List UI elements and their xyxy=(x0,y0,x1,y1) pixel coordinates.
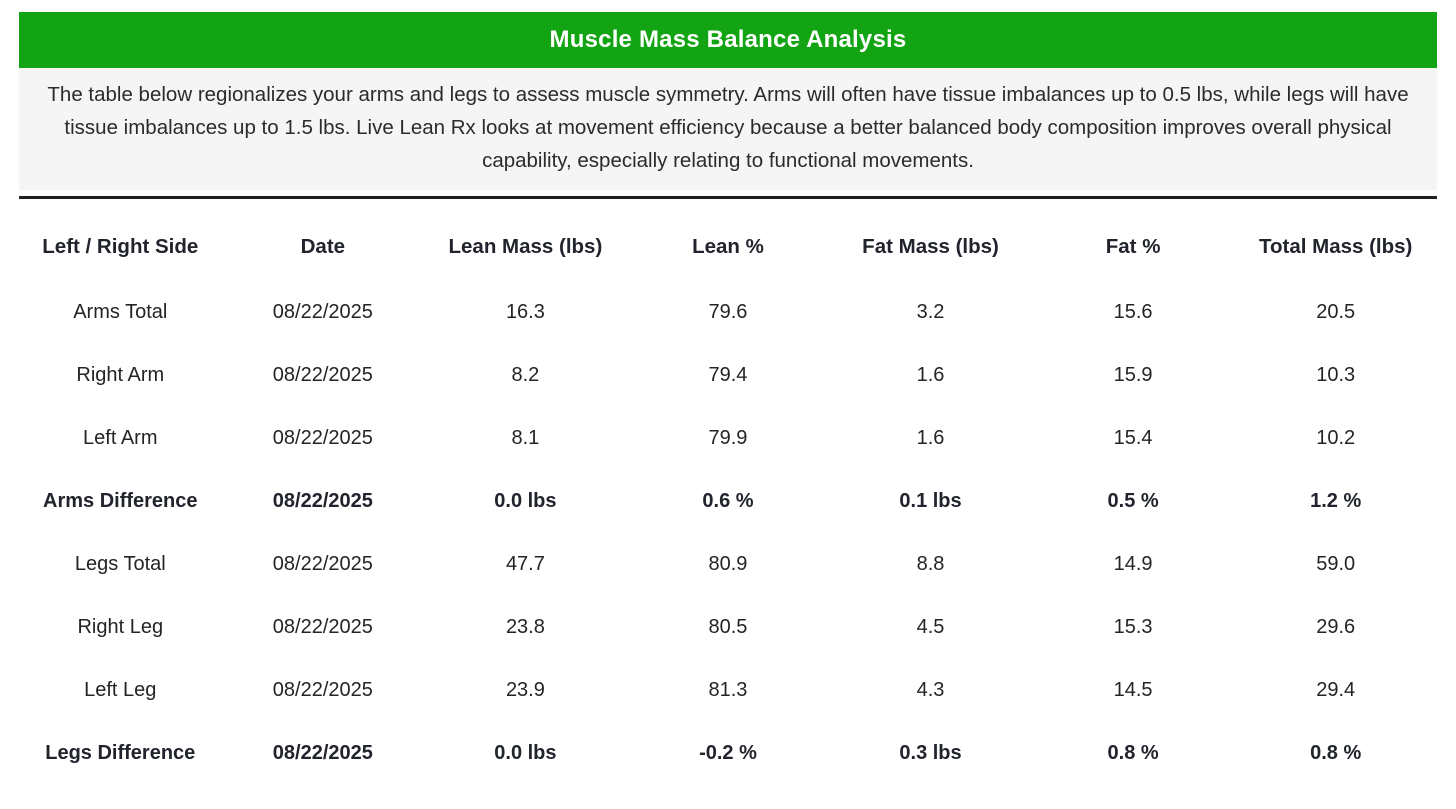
cell-lean-pct: 81.3 xyxy=(708,679,748,701)
column-header-date: Date xyxy=(300,235,346,258)
cell-fat-mass: 4.3 xyxy=(916,679,945,701)
page-title: Muscle Mass Balance Analysis xyxy=(549,26,907,53)
cell-fat-pct: 15.6 xyxy=(1113,301,1153,323)
cell-row-label: Right Arm xyxy=(76,364,165,386)
cell-fat-mass: 1.6 xyxy=(916,364,945,386)
divider-line xyxy=(19,196,1437,199)
cell-lean-pct: 79.6 xyxy=(708,301,748,323)
cell-date: 08/22/2025 xyxy=(272,679,373,701)
cell-lean-mass: 23.8 xyxy=(505,616,545,638)
cell-date: 08/22/2025 xyxy=(272,427,373,449)
cell-total-mass: 0.8 % xyxy=(1310,742,1362,764)
cell-date: 08/22/2025 xyxy=(272,490,373,512)
cell-fat-pct: 0.5 % xyxy=(1107,490,1159,512)
cell-row-label: Left Leg xyxy=(84,679,157,701)
table-row-arms-total: Arms Total 08/22/2025 16.3 79.6 3.2 15.6… xyxy=(19,281,1437,344)
cell-lean-mass: 8.2 xyxy=(511,364,540,386)
cell-lean-pct: 0.6 % xyxy=(702,490,754,512)
column-header-lean-pct: Lean % xyxy=(692,235,764,258)
description-text: The table below regionalizes your arms a… xyxy=(19,68,1437,190)
cell-date: 08/22/2025 xyxy=(272,742,373,764)
table-row-legs-total: Legs Total 08/22/2025 47.7 80.9 8.8 14.9… xyxy=(19,533,1437,596)
cell-lean-mass: 8.1 xyxy=(511,427,540,449)
muscle-balance-table: Left / Right Side Date Lean Mass (lbs) L… xyxy=(19,213,1437,785)
table-row-arms-difference: Arms Difference 08/22/2025 0.0 lbs 0.6 %… xyxy=(19,470,1437,533)
cell-date: 08/22/2025 xyxy=(272,553,373,575)
cell-fat-mass: 0.3 lbs xyxy=(899,742,962,764)
title-bar: Muscle Mass Balance Analysis xyxy=(19,12,1437,68)
table-row-left-arm: Left Arm 08/22/2025 8.1 79.9 1.6 15.4 10… xyxy=(19,407,1437,470)
cell-date: 08/22/2025 xyxy=(272,301,373,323)
cell-fat-pct: 15.9 xyxy=(1113,364,1153,386)
cell-fat-mass: 0.1 lbs xyxy=(899,490,962,512)
cell-date: 08/22/2025 xyxy=(272,364,373,386)
cell-fat-pct: 0.8 % xyxy=(1107,742,1159,764)
cell-lean-pct: 79.9 xyxy=(708,427,748,449)
cell-lean-pct: 80.9 xyxy=(708,553,748,575)
cell-total-mass: 59.0 xyxy=(1316,553,1356,575)
cell-total-mass: 10.3 xyxy=(1316,364,1356,386)
cell-row-label: Legs Difference xyxy=(45,742,196,764)
cell-lean-mass: 23.9 xyxy=(505,679,545,701)
cell-total-mass: 29.4 xyxy=(1316,679,1356,701)
table-row-left-leg: Left Leg 08/22/2025 23.9 81.3 4.3 14.5 2… xyxy=(19,659,1437,722)
cell-lean-mass: 16.3 xyxy=(505,301,545,323)
cell-row-label: Legs Total xyxy=(74,553,166,575)
cell-fat-pct: 15.3 xyxy=(1113,616,1153,638)
cell-row-label: Right Leg xyxy=(77,616,164,638)
table-row-right-arm: Right Arm 08/22/2025 8.2 79.4 1.6 15.9 1… xyxy=(19,344,1437,407)
column-header-fat-pct: Fat % xyxy=(1105,235,1161,258)
cell-fat-pct: 14.9 xyxy=(1113,553,1153,575)
cell-lean-pct: -0.2 % xyxy=(699,742,757,764)
cell-lean-pct: 79.4 xyxy=(708,364,748,386)
cell-lean-mass: 0.0 lbs xyxy=(494,490,557,512)
cell-total-mass: 29.6 xyxy=(1316,616,1356,638)
cell-fat-mass: 3.2 xyxy=(916,301,945,323)
table-row-legs-difference: Legs Difference 08/22/2025 0.0 lbs -0.2 … xyxy=(19,722,1437,785)
column-header-side: Left / Right Side xyxy=(42,235,199,258)
cell-fat-mass: 4.5 xyxy=(916,616,945,638)
cell-total-mass: 1.2 % xyxy=(1310,490,1362,512)
cell-fat-pct: 14.5 xyxy=(1113,679,1153,701)
cell-fat-mass: 1.6 xyxy=(916,427,945,449)
cell-fat-pct: 15.4 xyxy=(1113,427,1153,449)
cell-row-label: Arms Difference xyxy=(43,490,198,512)
table-row-right-leg: Right Leg 08/22/2025 23.8 80.5 4.5 15.3 … xyxy=(19,596,1437,659)
cell-date: 08/22/2025 xyxy=(272,616,373,638)
column-header-total-mass: Total Mass (lbs) xyxy=(1258,235,1413,258)
cell-fat-mass: 8.8 xyxy=(916,553,945,575)
cell-row-label: Arms Total xyxy=(73,301,168,323)
cell-lean-pct: 80.5 xyxy=(708,616,748,638)
column-header-fat-mass: Fat Mass (lbs) xyxy=(862,235,999,258)
cell-row-label: Left Arm xyxy=(83,427,158,449)
cell-total-mass: 10.2 xyxy=(1316,427,1356,449)
table-header-row: Left / Right Side Date Lean Mass (lbs) L… xyxy=(19,213,1437,281)
cell-total-mass: 20.5 xyxy=(1316,301,1356,323)
column-header-lean-mass: Lean Mass (lbs) xyxy=(448,235,603,258)
cell-lean-mass: 0.0 lbs xyxy=(494,742,557,764)
cell-lean-mass: 47.7 xyxy=(505,553,545,575)
